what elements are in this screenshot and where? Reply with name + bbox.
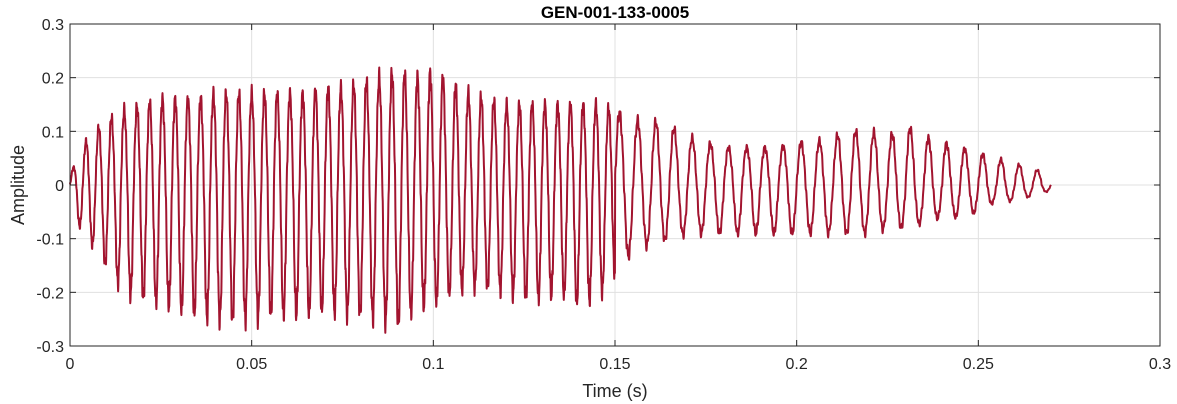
x-axis-label: Time (s) — [582, 381, 647, 401]
x-tick-label: 0.25 — [963, 356, 994, 373]
x-tick-label: 0.2 — [786, 356, 808, 373]
x-tick-label: 0.05 — [236, 356, 267, 373]
x-tick-label: 0.3 — [1149, 356, 1171, 373]
x-tick-label: 0.15 — [599, 356, 630, 373]
y-tick-label: 0.1 — [42, 124, 64, 141]
waveform-line — [69, 66, 1052, 334]
y-tick-label: 0.3 — [42, 17, 64, 34]
y-tick-label: -0.1 — [36, 232, 64, 249]
x-tick-label: 0.1 — [422, 356, 444, 373]
x-tick-label: 0 — [66, 356, 75, 373]
y-tick-label: -0.2 — [36, 285, 64, 302]
y-axis-label: Amplitude — [8, 145, 28, 225]
y-tick-label: 0 — [55, 178, 64, 195]
chart-title: GEN-001-133-0005 — [541, 3, 689, 22]
data-layer — [69, 66, 1052, 334]
y-tick-label: -0.3 — [36, 339, 64, 356]
ticks: 0 0.05 0.1 0.15 0.2 0.25 0.3 -0.3 -0.2 -0.1 0 0.1 0.… — [36, 17, 1171, 373]
y-tick-label: 0.2 — [42, 71, 64, 88]
